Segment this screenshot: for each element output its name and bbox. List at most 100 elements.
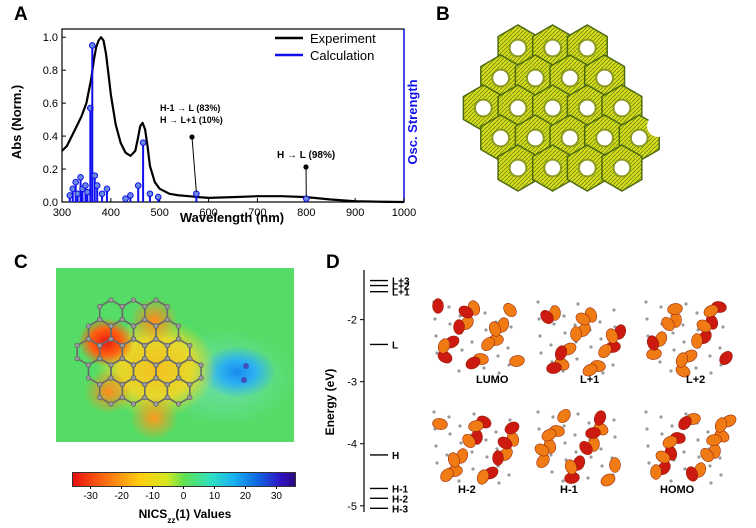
orbital-label: H-1 — [560, 484, 578, 496]
carbon-atom — [142, 303, 148, 310]
carbon-atom — [153, 323, 159, 329]
atom-dot — [575, 357, 579, 361]
atom-dot — [483, 311, 487, 315]
carbon-atom — [97, 381, 103, 388]
ring-hole — [508, 38, 528, 58]
atom-dot — [552, 322, 556, 326]
carbon-atom — [164, 342, 170, 349]
carbon-atom — [119, 394, 125, 401]
orbital-lobe — [432, 298, 444, 314]
orbital-lobe — [662, 435, 678, 449]
carbon-atom — [119, 342, 125, 349]
annotation-arrow — [191, 136, 197, 192]
ring-hole — [543, 38, 563, 58]
orbital-image — [534, 409, 621, 487]
carbon-atom — [74, 355, 80, 362]
orbital-lobe — [703, 304, 719, 318]
atom-dot — [432, 410, 436, 414]
ring-hole — [525, 128, 545, 148]
atom-dot — [612, 418, 616, 422]
atom-dot — [694, 366, 698, 370]
atom-dot — [600, 464, 604, 468]
atom-dot — [448, 432, 452, 436]
colorbar — [72, 472, 296, 487]
carbon-atom — [142, 381, 148, 388]
ring-hole — [647, 115, 669, 137]
atom-dot — [470, 340, 474, 344]
atom-dot — [708, 464, 712, 468]
atom-dot — [660, 432, 664, 436]
nitrogen-atom — [243, 363, 249, 369]
atom-dot — [574, 450, 578, 454]
orbital-lobe — [554, 345, 568, 361]
atom-dot — [696, 328, 700, 332]
colorbar-tick-label: 0 — [181, 491, 187, 502]
calculation-point — [122, 195, 129, 203]
atom-dot — [447, 415, 451, 419]
carbon-atom — [142, 316, 148, 323]
carbon-atom — [175, 375, 182, 381]
atom-dot — [683, 467, 687, 471]
carbon-atom — [175, 362, 182, 368]
carbon-atom — [130, 323, 137, 329]
orbital-lobe — [453, 319, 465, 335]
atom-dot — [644, 410, 648, 414]
carbon-atom — [142, 355, 148, 362]
absorption-chart: 300 400 500 600 700 800 900 1000 0.0 0.2 0.4 0.6 0.8… — [9, 28, 420, 225]
carbon-atom — [198, 362, 204, 368]
orbital-lobe — [700, 448, 714, 462]
atom-dot — [709, 481, 713, 485]
x-tick-label: 700 — [248, 207, 266, 219]
carbon-atom — [142, 394, 148, 401]
atom-dot — [644, 300, 648, 304]
atom-dot — [458, 424, 462, 428]
x-tick-label: 1000 — [392, 207, 416, 219]
atom-dot — [669, 479, 673, 483]
carbon-atom — [164, 355, 170, 362]
orbital-label: LUMO — [476, 374, 509, 386]
calculation-point — [134, 182, 142, 189]
atom-dot — [484, 438, 488, 442]
ring-hole — [595, 68, 615, 88]
carbon-atom — [198, 375, 204, 381]
orbital-lobe — [650, 464, 662, 480]
colorbar-tick-label: 10 — [209, 491, 221, 502]
carbon-atom — [108, 336, 114, 342]
atom-dot — [539, 351, 543, 355]
orbital-lobe — [655, 450, 671, 464]
orbital-lobe — [564, 459, 578, 475]
y-tick-label: 0.4 — [43, 131, 58, 143]
x-tick-label: 400 — [102, 207, 120, 219]
ring-hole — [508, 98, 528, 118]
calculation-point — [302, 195, 310, 203]
ring-hole — [577, 98, 597, 118]
atom-dot — [458, 314, 462, 318]
atom-dot — [647, 461, 651, 465]
orbital-lobe — [719, 351, 733, 365]
orbital-lobe — [593, 410, 607, 426]
atom-dot — [496, 354, 500, 358]
orbital-lobe — [696, 319, 712, 333]
calculation-point — [103, 185, 111, 193]
carbon-atom — [74, 342, 80, 349]
colorbar-tick-label: 20 — [240, 491, 252, 502]
atom-dot — [509, 325, 513, 329]
colorbar-axis: -30 -20 -10 0 10 20 30 NICSzz(1) Values — [83, 486, 282, 525]
carbon-atom — [130, 375, 137, 381]
atom-dot — [681, 323, 685, 327]
orbital-lobe — [600, 473, 616, 487]
atom-dot — [682, 450, 686, 454]
atom-dot — [562, 424, 566, 428]
orbital-lobe — [570, 326, 582, 342]
atom-dot — [721, 325, 725, 329]
ring-hole — [560, 128, 580, 148]
calculation-point — [91, 172, 99, 179]
orbital-image — [644, 410, 737, 485]
atom-dot — [658, 360, 662, 364]
atom-dot — [684, 412, 688, 416]
atom-dot — [448, 322, 452, 326]
ring-hole — [473, 98, 493, 118]
atom-dot — [697, 455, 701, 459]
ring-hole — [673, 107, 695, 129]
atom-dot — [696, 438, 700, 442]
